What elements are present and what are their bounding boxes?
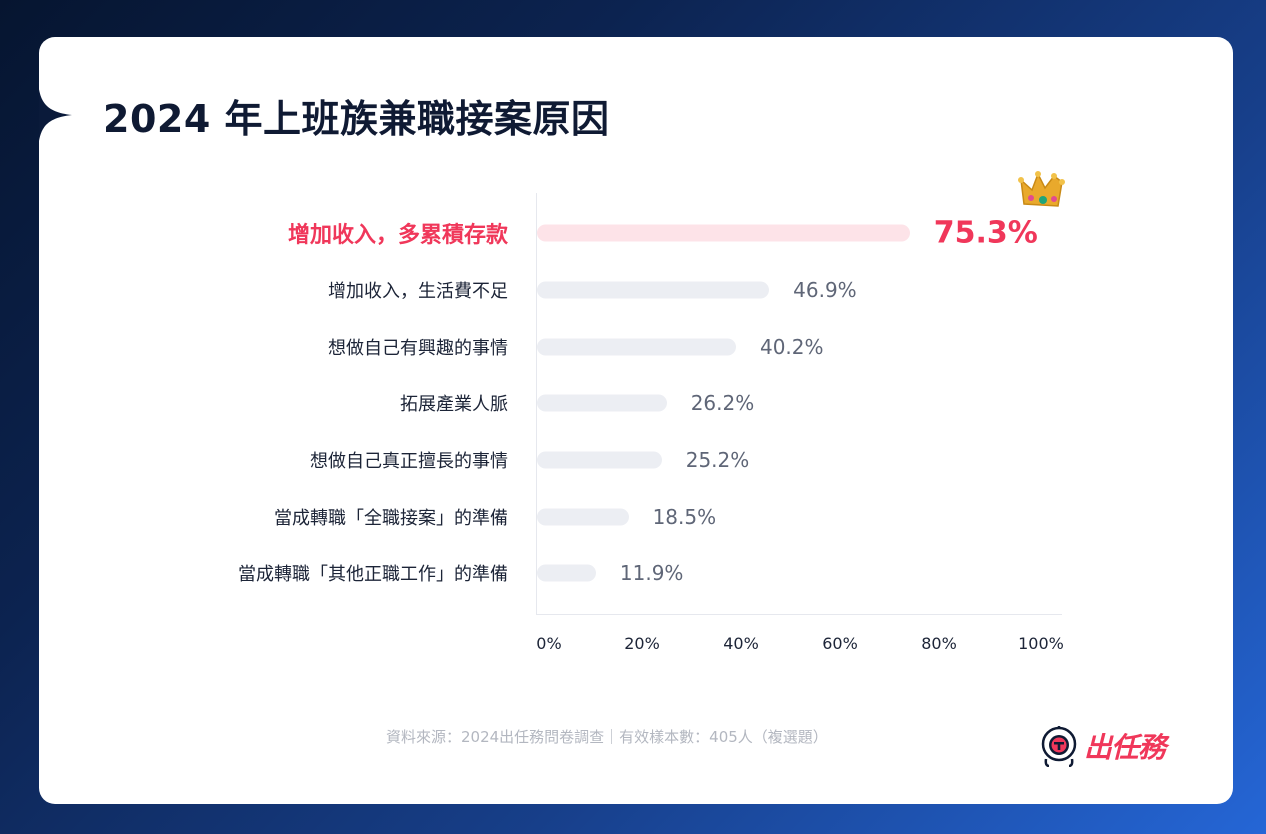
value-label: 26.2%: [690, 391, 755, 415]
value-label: 18.5%: [652, 505, 717, 529]
bar: [537, 564, 596, 582]
value-label: 11.9%: [619, 561, 684, 585]
value-label: 40.2%: [759, 335, 824, 359]
source-note: 資料來源：2024出任務問卷調查｜有效樣本數：405人（複選題）: [386, 728, 828, 746]
value-label: 25.2%: [685, 448, 750, 472]
chart-title: 2024 年上班族兼職接案原因: [103, 97, 610, 141]
x-tick-label: 20%: [624, 634, 660, 653]
x-tick-label: 100%: [1018, 634, 1064, 653]
category-label: 當成轉職「其他正職工作」的準備: [238, 564, 508, 585]
x-tick-label: 80%: [921, 634, 957, 653]
value-label: 75.3%: [933, 215, 1038, 251]
category-label: 想做自己有興趣的事情: [328, 338, 508, 359]
bar: [537, 224, 910, 242]
category-label: 想做自己真正擅長的事情: [310, 451, 508, 472]
category-label: 拓展產業人脈: [400, 394, 508, 415]
x-axis-line: [536, 614, 1062, 615]
x-tick-label: 60%: [822, 634, 858, 653]
x-tick-label: 0%: [536, 634, 562, 653]
chart-card: [39, 37, 1233, 804]
bar: [537, 338, 736, 356]
card-notch: [38, 82, 72, 148]
category-label: 增加收入，生活費不足: [328, 281, 508, 302]
y-axis-line: [536, 193, 537, 614]
bar: [537, 508, 629, 526]
category-label: 增加收入，多累積存款: [287, 223, 508, 248]
bar: [537, 451, 662, 469]
bar: [537, 281, 770, 299]
category-label: 當成轉職「全職接案」的準備: [274, 508, 508, 529]
bar: [537, 394, 667, 412]
brand-logo: 出任務: [1040, 724, 1166, 768]
astronaut-helmet-icon: [1041, 726, 1077, 767]
value-label: 46.9%: [793, 278, 857, 302]
crown-icon: [1018, 171, 1065, 207]
brand-name: 出任務: [1084, 731, 1166, 764]
x-tick-label: 40%: [723, 634, 759, 653]
